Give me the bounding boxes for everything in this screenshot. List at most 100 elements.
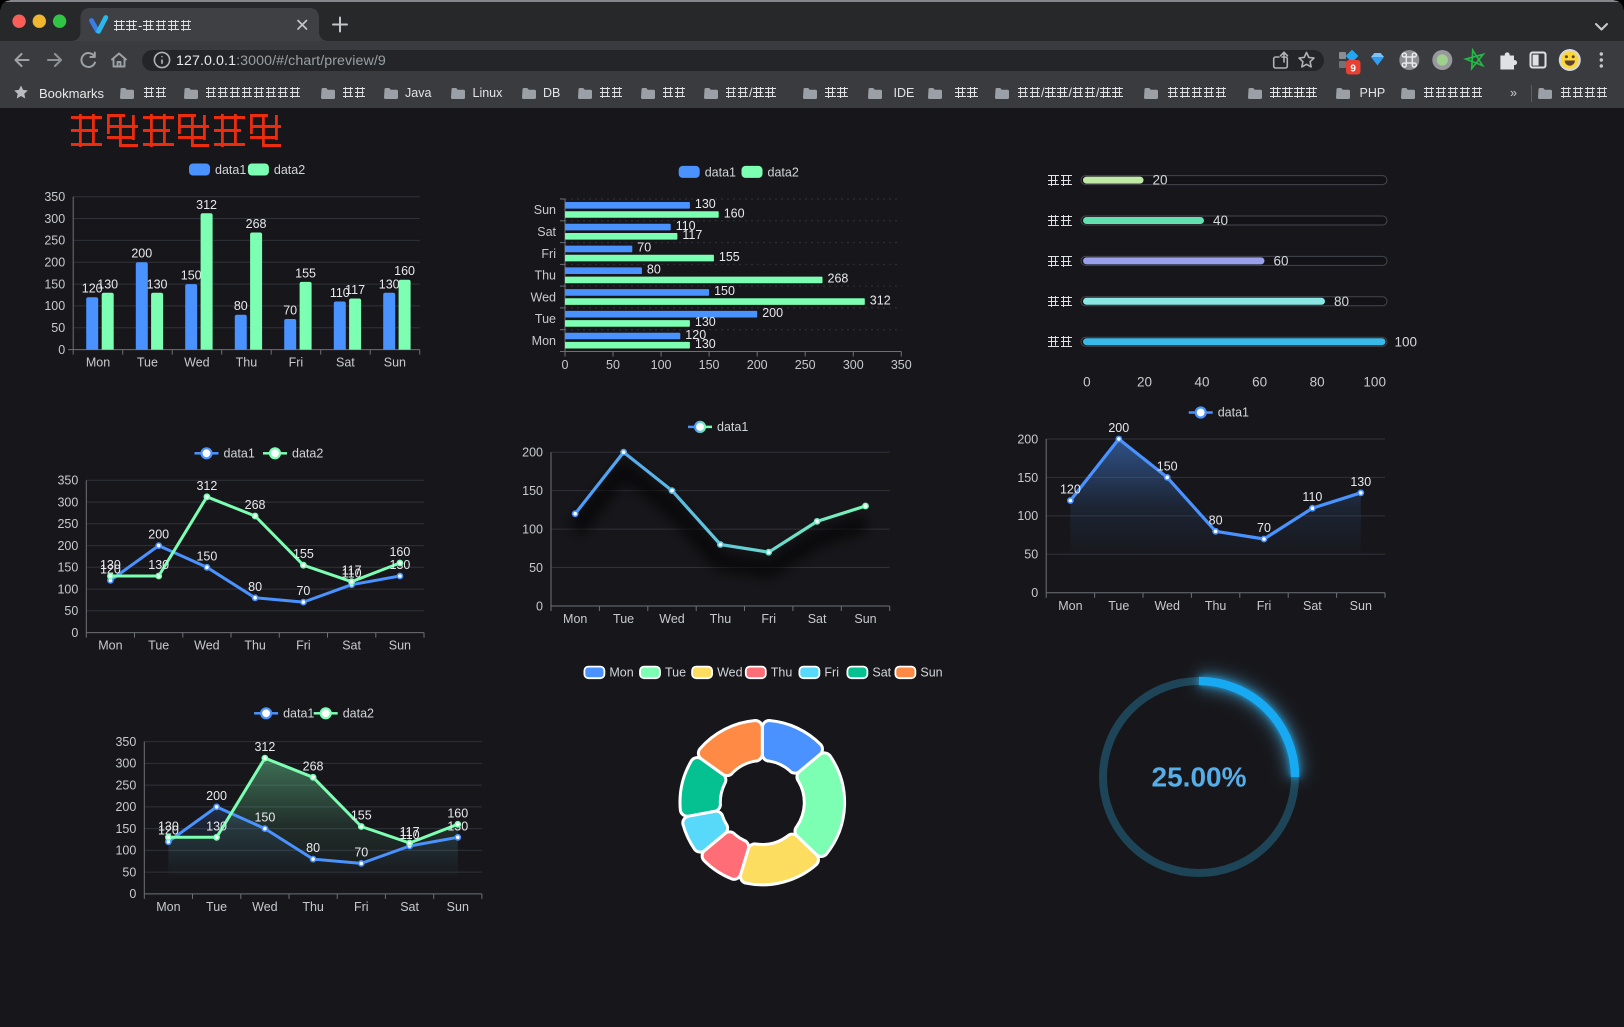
svg-text:Fri: Fri xyxy=(289,356,304,370)
svg-text:80: 80 xyxy=(1209,513,1223,527)
svg-text:200: 200 xyxy=(57,539,78,553)
svg-text:130: 130 xyxy=(695,197,716,211)
svg-text:150: 150 xyxy=(181,269,202,283)
svg-text:120: 120 xyxy=(82,282,103,296)
svg-text:Sat: Sat xyxy=(808,612,827,626)
svg-text:Mon: Mon xyxy=(563,612,587,626)
svg-text:Fri: Fri xyxy=(824,666,839,680)
svg-text:data2: data2 xyxy=(274,163,305,177)
svg-text:60: 60 xyxy=(1274,254,1289,269)
svg-text:200: 200 xyxy=(206,789,227,803)
svg-text:Sun: Sun xyxy=(389,639,411,653)
svg-text:data1: data1 xyxy=(717,420,748,434)
svg-text:100: 100 xyxy=(1363,375,1386,390)
svg-text:40: 40 xyxy=(1213,213,1228,228)
svg-text:70: 70 xyxy=(1257,521,1271,535)
svg-text:300: 300 xyxy=(44,212,65,226)
svg-text:data1: data1 xyxy=(215,163,246,177)
svg-text:data2: data2 xyxy=(768,165,799,179)
svg-text:Tue: Tue xyxy=(206,900,227,914)
svg-text:Wed: Wed xyxy=(194,639,220,653)
svg-text:200: 200 xyxy=(44,256,65,270)
svg-text:100: 100 xyxy=(44,299,65,313)
svg-text:150: 150 xyxy=(44,277,65,291)
svg-text:160: 160 xyxy=(724,206,745,220)
svg-text:130: 130 xyxy=(148,558,169,572)
svg-text:Thu: Thu xyxy=(1205,599,1227,613)
svg-text:130: 130 xyxy=(695,337,716,351)
svg-text:300: 300 xyxy=(115,757,136,771)
svg-text:Tue: Tue xyxy=(665,666,686,680)
svg-text:50: 50 xyxy=(1024,548,1038,562)
svg-text:120: 120 xyxy=(685,328,706,342)
svg-text:110: 110 xyxy=(330,286,350,300)
svg-text:Wed: Wed xyxy=(531,290,557,304)
svg-text:150: 150 xyxy=(254,811,275,825)
svg-text:155: 155 xyxy=(351,809,372,823)
svg-text:130: 130 xyxy=(695,315,716,329)
svg-text:312: 312 xyxy=(254,740,275,754)
svg-text:80: 80 xyxy=(234,299,248,313)
svg-text:160: 160 xyxy=(394,264,415,278)
svg-text:Sun: Sun xyxy=(447,900,469,914)
svg-text:60: 60 xyxy=(1252,375,1267,390)
svg-text:20: 20 xyxy=(1153,173,1168,188)
svg-text:Thu: Thu xyxy=(534,269,556,283)
svg-text:120: 120 xyxy=(1060,483,1081,497)
svg-text:200: 200 xyxy=(762,306,783,320)
svg-text:100: 100 xyxy=(651,358,672,372)
svg-text:20: 20 xyxy=(1137,375,1152,390)
svg-text:110: 110 xyxy=(1302,490,1322,504)
svg-text:Mon: Mon xyxy=(98,639,122,653)
svg-text:268: 268 xyxy=(246,217,267,231)
svg-text:80: 80 xyxy=(1310,375,1325,390)
svg-text:250: 250 xyxy=(115,778,136,792)
svg-text:Fri: Fri xyxy=(1257,599,1272,613)
svg-text:268: 268 xyxy=(245,498,266,512)
svg-text:data2: data2 xyxy=(343,707,374,721)
svg-text:Thu: Thu xyxy=(302,900,324,914)
svg-text:110: 110 xyxy=(676,219,696,233)
svg-text:312: 312 xyxy=(196,479,217,493)
svg-text:50: 50 xyxy=(64,604,78,618)
svg-text:100: 100 xyxy=(57,582,78,596)
svg-text:0: 0 xyxy=(562,358,569,372)
svg-text:200: 200 xyxy=(131,247,152,261)
svg-text:Fri: Fri xyxy=(761,612,776,626)
svg-text:Wed: Wed xyxy=(252,900,278,914)
svg-text:250: 250 xyxy=(57,517,78,531)
svg-text:Sun: Sun xyxy=(384,356,406,370)
svg-text:0: 0 xyxy=(1031,586,1038,600)
svg-text:150: 150 xyxy=(115,822,136,836)
svg-text:117: 117 xyxy=(345,283,365,297)
svg-text:0: 0 xyxy=(536,599,543,613)
svg-text:50: 50 xyxy=(529,561,543,575)
svg-text:117: 117 xyxy=(400,825,420,839)
svg-text:200: 200 xyxy=(1108,421,1129,435)
svg-text:Thu: Thu xyxy=(710,612,732,626)
svg-text:data1: data1 xyxy=(1218,406,1249,420)
svg-text:130: 130 xyxy=(206,819,227,833)
svg-text:117: 117 xyxy=(682,228,702,242)
svg-text:data1: data1 xyxy=(705,165,736,179)
svg-text:Sat: Sat xyxy=(1303,599,1322,613)
svg-text:155: 155 xyxy=(293,547,314,561)
svg-text:100: 100 xyxy=(1395,334,1418,349)
svg-text:350: 350 xyxy=(891,358,912,372)
svg-text:150: 150 xyxy=(57,561,78,575)
svg-text:130: 130 xyxy=(147,277,168,291)
svg-text:Mon: Mon xyxy=(86,356,110,370)
svg-text:200: 200 xyxy=(747,358,768,372)
svg-text:Thu: Thu xyxy=(244,639,266,653)
svg-text:Sun: Sun xyxy=(1350,599,1372,613)
svg-text:data1: data1 xyxy=(224,447,255,461)
svg-text:Tue: Tue xyxy=(535,312,556,326)
svg-text:100: 100 xyxy=(522,522,543,536)
svg-text:80: 80 xyxy=(647,263,661,277)
svg-text:117: 117 xyxy=(342,564,362,578)
svg-text:Sat: Sat xyxy=(342,639,361,653)
svg-text:80: 80 xyxy=(1334,294,1349,309)
svg-text:350: 350 xyxy=(115,735,136,749)
svg-text:70: 70 xyxy=(354,845,368,859)
svg-text:160: 160 xyxy=(389,545,410,559)
